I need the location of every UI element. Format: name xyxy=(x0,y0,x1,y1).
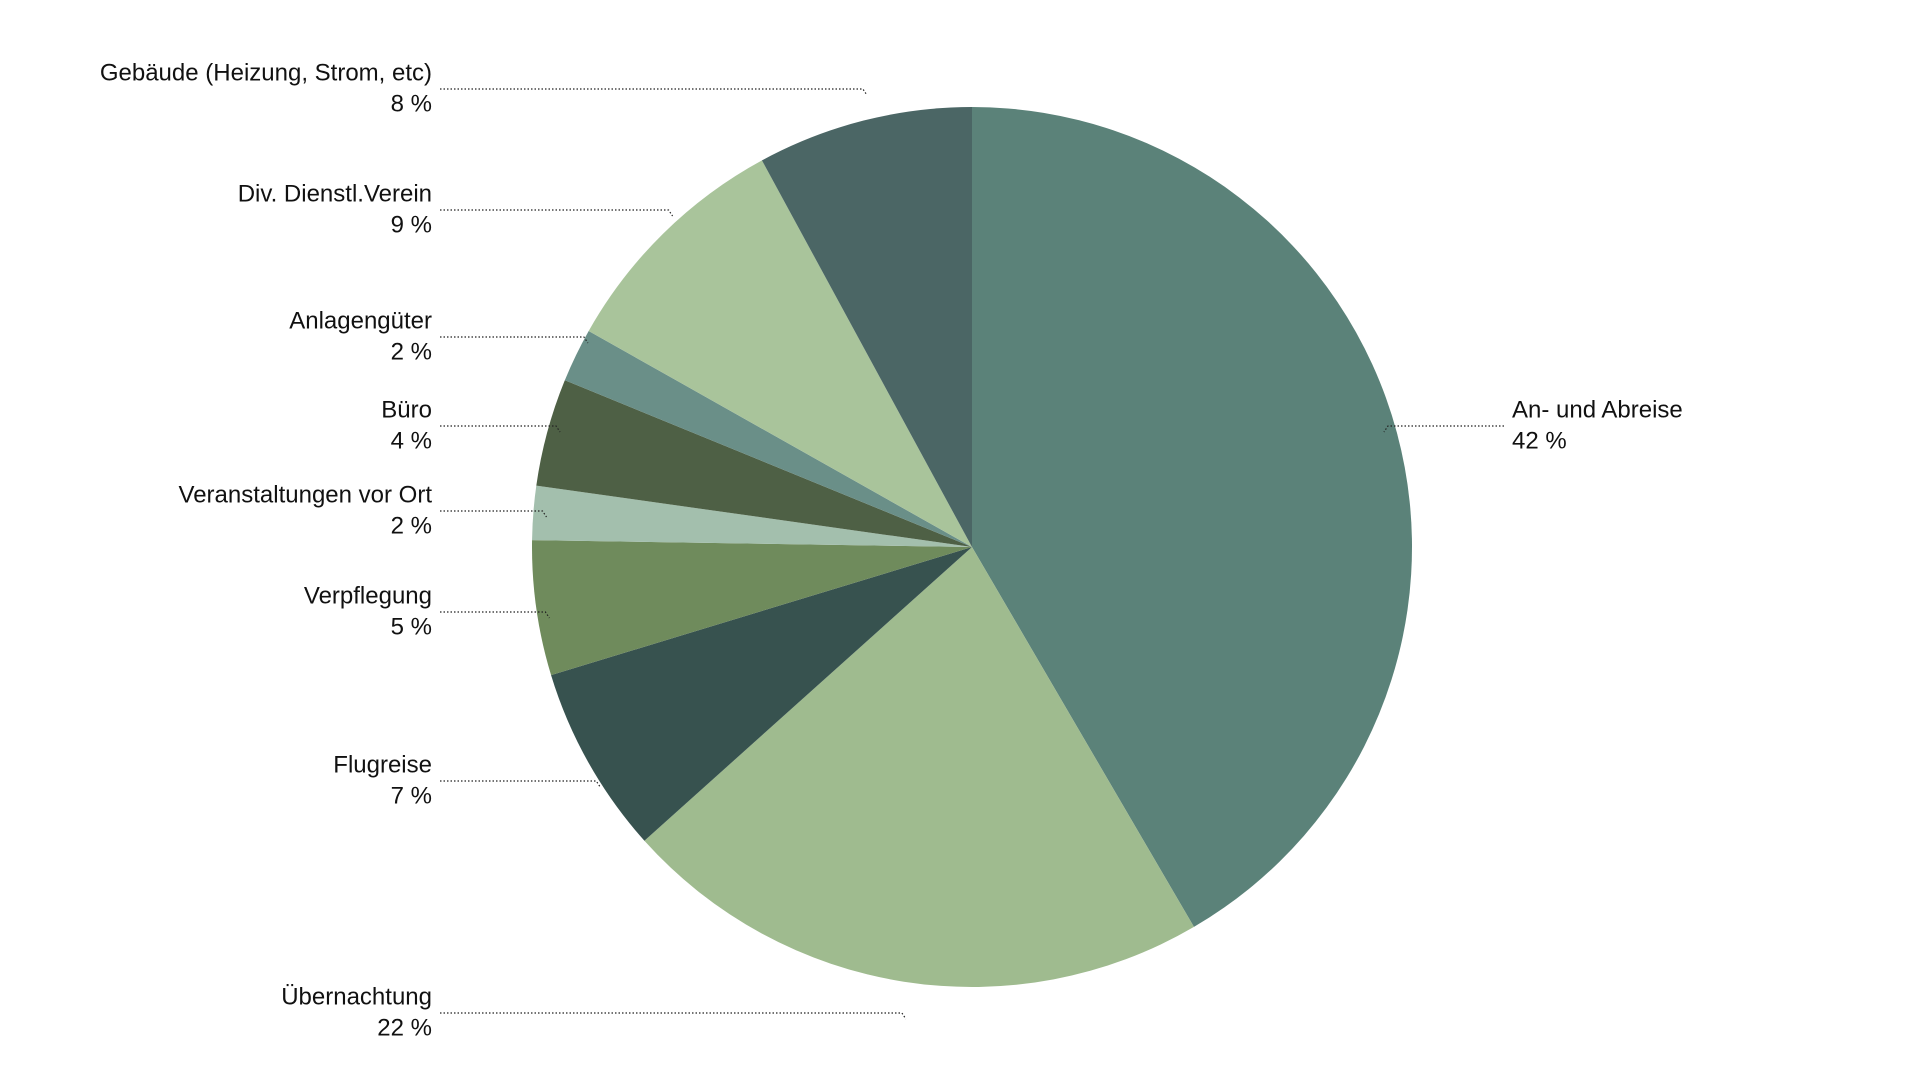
slice-label: Div. Dienstl.Verein xyxy=(238,180,432,207)
leader-line xyxy=(440,510,547,518)
pie-slice xyxy=(564,330,972,547)
slice-label: Flugreise xyxy=(333,751,432,778)
slice-value-label: 22 % xyxy=(377,1014,432,1041)
slice-value-label: 2 % xyxy=(391,338,432,365)
leader-line xyxy=(1383,425,1504,433)
pie-slice xyxy=(588,160,972,547)
slice-label: An- und Abreise xyxy=(1512,396,1683,423)
slice-value-label: 8 % xyxy=(391,90,432,117)
pie-slice xyxy=(551,547,972,841)
pie-slice xyxy=(536,380,972,547)
pie-slice xyxy=(761,107,972,547)
slice-label: Gebäude (Heizung, Strom, etc) xyxy=(100,59,432,86)
leader-line xyxy=(440,209,674,217)
slice-label: Veranstaltungen vor Ort xyxy=(179,481,433,508)
slice-value-label: 4 % xyxy=(391,427,432,454)
slice-label: Verpflegung xyxy=(304,582,432,609)
leader-line xyxy=(440,1012,907,1020)
leader-line xyxy=(440,780,601,788)
slice-label: Anlagengüter xyxy=(289,307,432,334)
slice-value-label: 42 % xyxy=(1512,427,1567,454)
leader-line xyxy=(440,336,589,344)
leader-line xyxy=(440,611,550,619)
leader-line xyxy=(440,88,868,96)
leader-line xyxy=(440,425,561,433)
slice-label: Büro xyxy=(381,396,432,423)
pie-slice xyxy=(972,107,1412,927)
slice-value-label: 2 % xyxy=(391,512,432,539)
pie-slice xyxy=(532,485,972,547)
pie-slice xyxy=(532,540,972,676)
slice-value-label: 9 % xyxy=(391,211,432,238)
slice-label: Übernachtung xyxy=(281,983,432,1010)
pie-slice xyxy=(644,547,1194,987)
slice-value-label: 7 % xyxy=(391,782,432,809)
slice-value-label: 5 % xyxy=(391,613,432,640)
